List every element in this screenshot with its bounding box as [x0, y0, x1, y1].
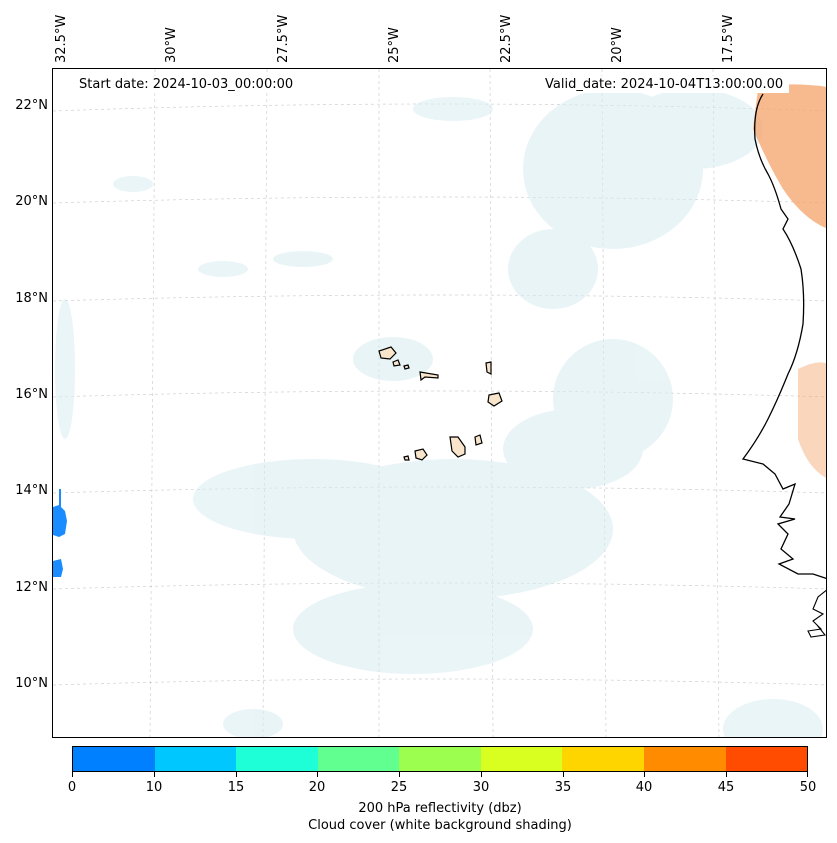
lon-label-25w: 25°W: [387, 27, 402, 63]
parallel-18n: [53, 294, 826, 302]
colorbar-segment-4: [399, 747, 481, 771]
cloud-patch: [293, 584, 533, 674]
cloud-patch: [113, 176, 153, 192]
colorbar-tick-35: [563, 772, 564, 777]
map-canvas: [53, 69, 826, 737]
colorbar-tick-label-45: 45: [717, 780, 735, 795]
cloud-patch: [508, 229, 598, 309]
colorbar-tick-label-0: 0: [67, 780, 77, 795]
lon-label-20w: 20°W: [610, 27, 625, 63]
island-maio: [474, 434, 483, 446]
colorbar-segment-0: [73, 747, 155, 771]
island-santo-antao: [378, 346, 397, 360]
colorbar-segment-2: [236, 747, 318, 771]
map-panel: [52, 68, 827, 738]
island-fogo: [414, 448, 428, 461]
lat-label-12n: 12°N: [15, 580, 48, 595]
colorbar-tick-45: [726, 772, 727, 777]
colorbar-tick-label-40: 40: [635, 780, 653, 795]
island-sao-nicolau: [419, 371, 439, 382]
lon-label-32-5w: 32.5°W: [54, 14, 69, 63]
lat-label-14n: 14°N: [15, 483, 48, 498]
colorbar-segment-8: [725, 747, 808, 771]
colorbar-segment-3: [317, 747, 400, 771]
colorbar-tick-0: [72, 772, 73, 777]
lon-label-17-5w: 17.5°W: [721, 14, 736, 63]
echo-cell-north: [53, 489, 67, 537]
colorbar-tick-label-50: 50: [799, 780, 817, 795]
warm-shading: [753, 84, 826, 478]
africa-coastline: [741, 93, 826, 580]
parallel-12n: [53, 582, 826, 590]
colorbar-tick-label-30: 30: [472, 780, 490, 795]
island-santa-luzia: [403, 364, 410, 370]
parallel-14n: [53, 486, 826, 494]
island-boa-vista: [487, 392, 503, 407]
colorbar-tick-10: [154, 772, 155, 777]
colorbar-segment-5: [480, 747, 563, 771]
cloud-patch: [503, 409, 643, 489]
valid-date-label: Valid_date: 2024-10-04T13:00:00.00: [539, 76, 790, 93]
meridian-27-5w: [262, 69, 268, 737]
colorbar-tick-30: [481, 772, 482, 777]
cloud-patch: [413, 97, 493, 121]
island-brava: [403, 455, 410, 461]
cloud-patch: [55, 299, 75, 439]
colorbar-tick-label-35: 35: [554, 780, 572, 795]
parallel-20n: [53, 196, 826, 204]
cloud-patch: [623, 89, 763, 169]
meridian-17-5w: [712, 69, 720, 737]
africa-coastline-south: [807, 589, 826, 638]
lon-label-30w: 30°W: [164, 27, 179, 63]
island-sal: [485, 361, 492, 375]
colorbar-tick-label-10: 10: [145, 780, 163, 795]
colorbar-tick-25: [399, 772, 400, 777]
meridian-30w: [149, 69, 156, 737]
parallel-22n: [53, 103, 826, 112]
lat-label-22n: 22°N: [15, 98, 48, 113]
warm-patch-south: [798, 362, 826, 478]
cloud-patch: [198, 261, 248, 277]
colorbar-segment-6: [562, 747, 644, 771]
meridian-20w: [601, 69, 607, 737]
cloud-patch: [353, 337, 433, 381]
lat-label-10n: 10°N: [15, 676, 48, 691]
colorbar-tick-label-25: 25: [390, 780, 408, 795]
lat-label-18n: 18°N: [15, 291, 48, 306]
lon-label-27-5w: 27.5°W: [276, 14, 291, 63]
colorbar-tick-50: [807, 772, 808, 777]
reflectivity-echoes: [53, 489, 67, 577]
island-santiago: [449, 436, 466, 458]
lat-label-16n: 16°N: [15, 387, 48, 402]
colorbar-label-cloud-cover: Cloud cover (white background shading): [308, 818, 572, 833]
island-sao-vicente: [392, 359, 401, 367]
colorbar-tick-label-20: 20: [308, 780, 326, 795]
cloud-patch: [223, 709, 283, 737]
colorbar-tick-20: [317, 772, 318, 777]
colorbar-label-reflectivity: 200 hPa reflectivity (dbz): [358, 801, 522, 816]
warm-patch-north: [753, 84, 826, 229]
cape-verde-islands: [378, 346, 503, 461]
lon-label-22-5w: 22.5°W: [499, 14, 514, 63]
start-date-label: Start date: 2024-10-03_00:00:00: [73, 76, 300, 93]
colorbar-tick-label-15: 15: [227, 780, 245, 795]
parallel-10n: [53, 678, 826, 686]
cloud-cover-shading: [55, 89, 823, 737]
cloud-patch: [193, 459, 433, 539]
parallel-16n: [53, 390, 826, 398]
cloud-patch: [723, 699, 823, 737]
cloud-patch: [273, 251, 333, 267]
echo-cell-south: [53, 559, 63, 577]
colorbar-tick-40: [644, 772, 645, 777]
lat-label-20n: 20°N: [15, 194, 48, 209]
colorbar-segment-7: [643, 747, 726, 771]
colorbar: [72, 746, 808, 772]
colorbar-tick-15: [236, 772, 237, 777]
colorbar-segment-1: [154, 747, 237, 771]
